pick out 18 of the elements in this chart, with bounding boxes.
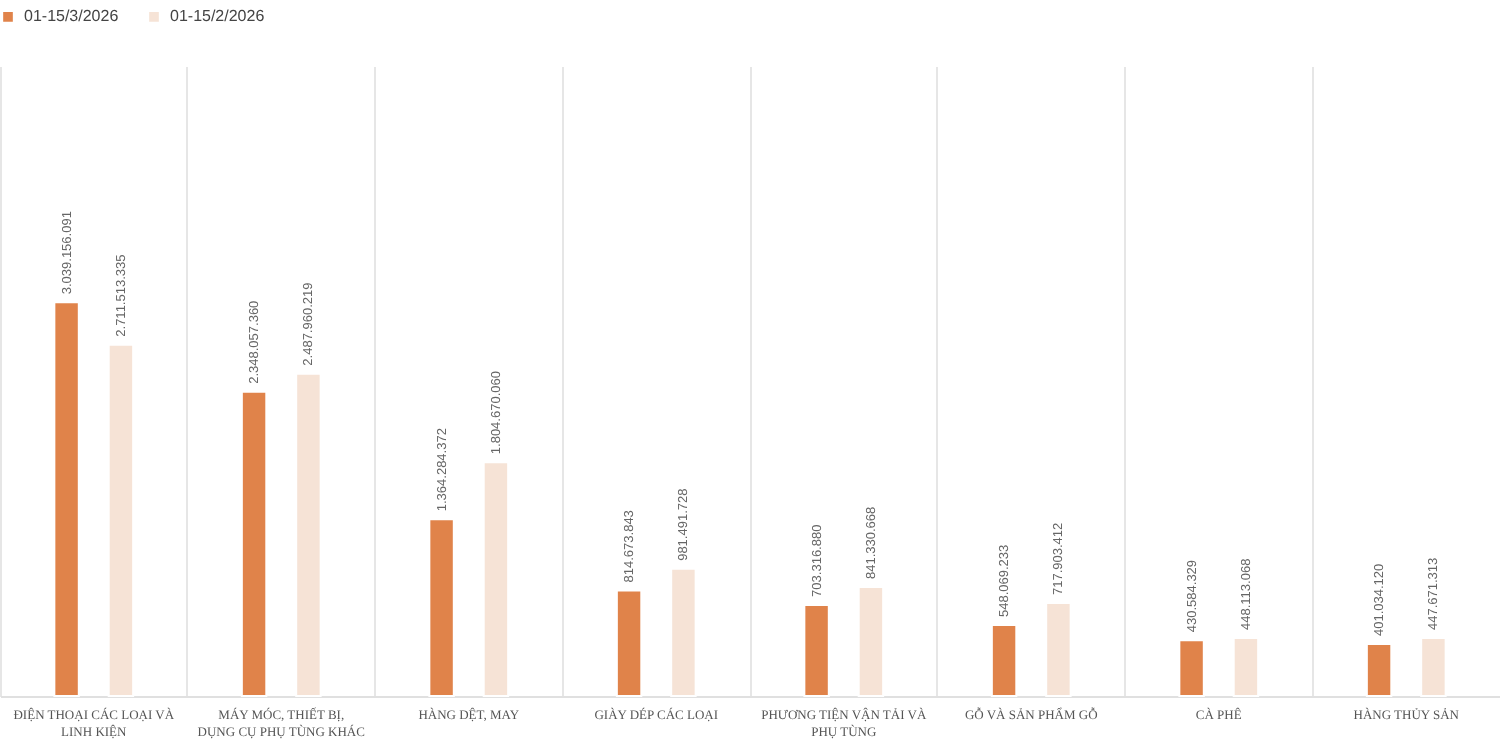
bar xyxy=(1178,639,1205,697)
bar xyxy=(107,343,135,697)
bar xyxy=(240,390,268,697)
bar xyxy=(1420,637,1447,697)
bar xyxy=(53,301,80,697)
bar xyxy=(803,603,830,697)
bar xyxy=(990,623,1018,697)
legend-label: 01-15/2/2026 xyxy=(170,6,266,25)
bar xyxy=(615,589,643,697)
bar xyxy=(1232,636,1260,697)
bar xyxy=(670,567,697,697)
bar xyxy=(295,372,322,697)
bar xyxy=(1365,643,1393,697)
bar xyxy=(857,586,885,697)
bar xyxy=(428,518,455,697)
legend-label: 01-15/3/2026 xyxy=(24,6,120,25)
bar xyxy=(1045,601,1072,697)
bar xyxy=(482,461,510,697)
